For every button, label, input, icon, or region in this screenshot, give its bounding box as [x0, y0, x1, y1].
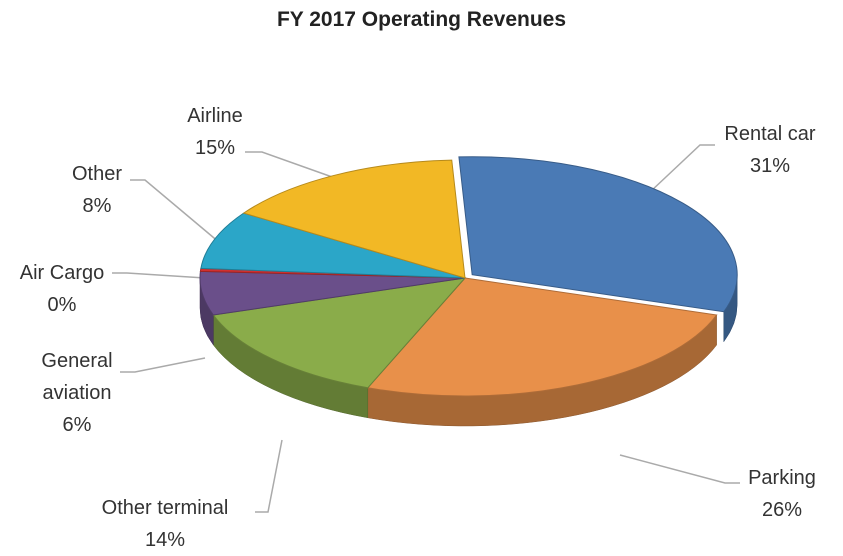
- data-label: Parking 26%: [717, 462, 843, 526]
- leader-line: [649, 144, 715, 193]
- data-label: Rental car 31%: [705, 118, 835, 182]
- data-label: General aviation 6%: [27, 345, 127, 441]
- chart-title: FY 2017 Operating Revenues: [276, 8, 567, 31]
- leader-line: [245, 151, 336, 179]
- category-name: Rental car: [724, 123, 816, 145]
- value-label: 26%: [761, 499, 803, 521]
- leader-line: [255, 439, 283, 513]
- category-name: Parking: [748, 467, 816, 489]
- category-name: General aviation: [41, 350, 113, 404]
- data-label: Airline 15%: [150, 100, 280, 164]
- data-label: Other terminal 14%: [100, 492, 230, 556]
- leader-line: [120, 357, 206, 373]
- value-label: 15%: [194, 137, 236, 159]
- slice: [200, 212, 466, 279]
- value-label: 0%: [47, 294, 77, 316]
- category-name: Other: [71, 163, 123, 185]
- data-label: Air Cargo 0%: [0, 257, 127, 321]
- leader-line: [130, 179, 221, 244]
- slice: [212, 277, 467, 389]
- category-name: Other terminal: [101, 497, 229, 519]
- leader-line: [619, 454, 740, 484]
- data-label: Other 8%: [32, 158, 162, 222]
- category-name: Air Cargo: [19, 262, 105, 284]
- value-label: 31%: [749, 155, 791, 177]
- slice: [366, 277, 718, 397]
- slice: [458, 156, 738, 313]
- leader-line: [112, 272, 206, 279]
- slice: [242, 159, 466, 279]
- value-label: 6%: [62, 414, 92, 436]
- category-name: Airline: [187, 105, 243, 127]
- value-label: 8%: [82, 195, 112, 217]
- value-label: 14%: [144, 529, 186, 551]
